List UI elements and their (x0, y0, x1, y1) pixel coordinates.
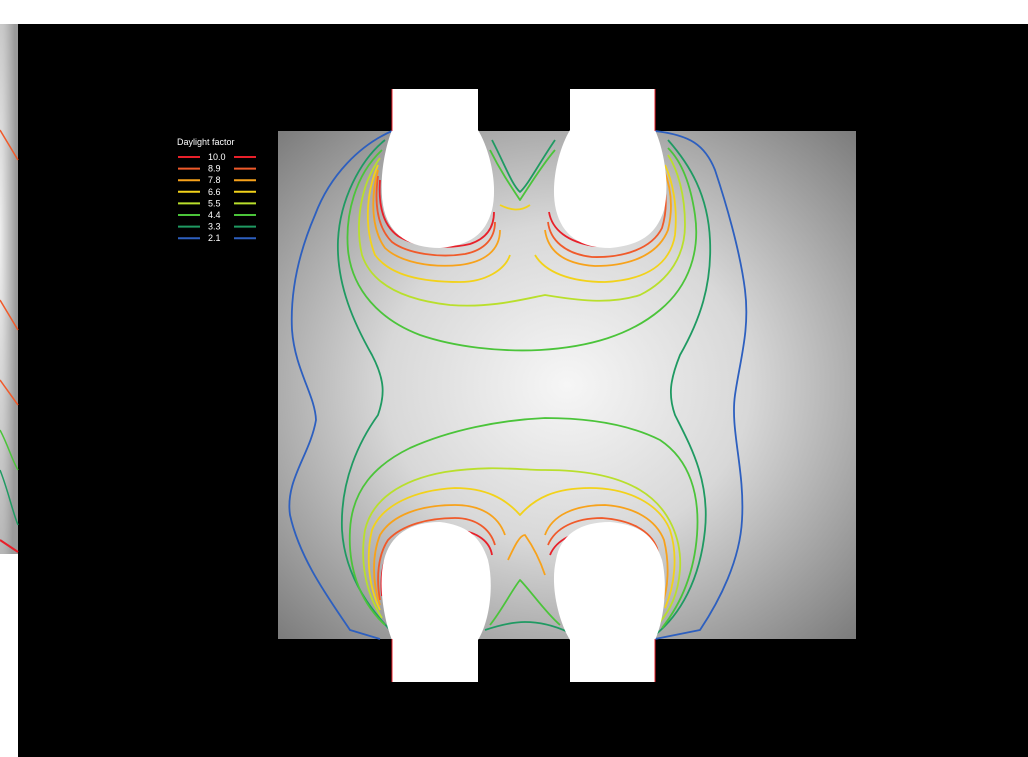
window-edges (391, 89, 656, 682)
legend-label: 10.0 (208, 152, 226, 162)
legend-label: 8.9 (208, 164, 221, 174)
legend-title: Daylight factor (177, 137, 235, 147)
legend-label: 4.4 (208, 210, 221, 220)
contour-lines (288, 130, 748, 640)
window-bottom-right (570, 636, 655, 682)
contour-3-3 (337, 139, 712, 636)
windows (381, 89, 667, 682)
window-bottom-right-light (553, 522, 665, 640)
contour-7-8 (372, 169, 672, 267)
contour-6-6 (366, 164, 677, 283)
left-partial-figure (0, 24, 19, 554)
legend-label: 6.6 (208, 187, 221, 197)
legend-label: 5.5 (208, 198, 221, 208)
legend-label: 2.1 (208, 233, 221, 243)
window-top-right (570, 89, 655, 137)
window-top-right-light (553, 130, 667, 248)
legend-label: 3.3 (208, 222, 221, 232)
contour-4-4 (346, 147, 698, 352)
contour-5-5 (358, 154, 686, 307)
window-bottom-left-light (381, 522, 491, 640)
legend: Daylight factor 10.0 8.97.8 6.65.5 4.4 3.32.… (177, 137, 256, 243)
contour-8-9 (375, 175, 667, 258)
contour-2-1 (288, 130, 748, 640)
window-top-left (392, 89, 478, 137)
window-bottom-left (392, 636, 478, 682)
window-top-left-light (381, 130, 495, 248)
legend-label: 7.8 (208, 175, 221, 185)
